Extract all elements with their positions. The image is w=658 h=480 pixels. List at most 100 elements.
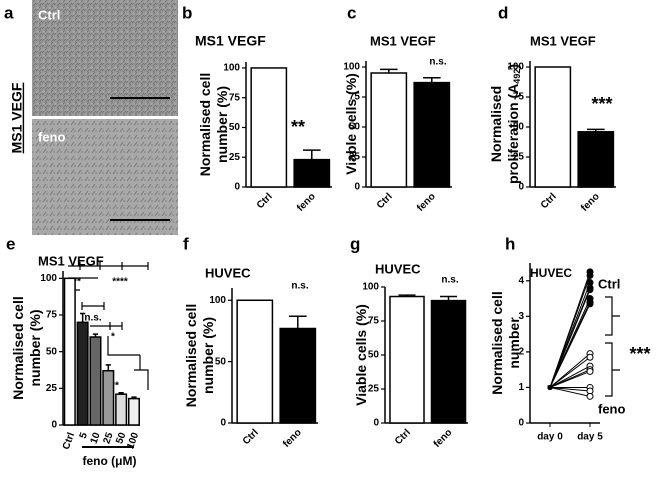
y-axis-label-line: number (%)	[200, 317, 216, 394]
x-tick-label: 5	[78, 431, 90, 440]
error-bar	[80, 312, 86, 323]
y-axis-label: Normalisedproliferation (A492)	[488, 64, 523, 184]
group-label: Ctrl	[598, 276, 620, 291]
y-tick-label: 50	[349, 122, 361, 133]
annotation: n.s.	[291, 281, 308, 292]
y-tick-label: 50	[513, 122, 525, 133]
point	[586, 353, 594, 361]
y-tick-label: 50	[46, 346, 58, 357]
panel-letter: c	[347, 3, 356, 22]
y-axis-label-line: Viable cells (%)	[353, 304, 369, 406]
chart-title: HUVEC	[375, 261, 421, 276]
pair-line	[549, 370, 591, 388]
y-tick-label: 1	[518, 382, 524, 393]
y-tick-label: 50	[215, 356, 227, 367]
annotation: n.s.	[429, 57, 446, 68]
bar	[279, 327, 317, 424]
significance-brackets	[605, 296, 620, 397]
y-axis-label-line: number (%)	[27, 310, 43, 387]
pair-line	[549, 386, 591, 397]
y-tick-label: 0	[373, 418, 379, 429]
chart-title: HUVEC	[530, 266, 572, 280]
bar	[236, 299, 274, 424]
y-axis-label-line: Normalised	[488, 86, 504, 162]
y-axis-label: Normalised cellnumber (%)	[10, 296, 43, 400]
error-bar	[422, 77, 441, 83]
annotation: n.s.	[441, 275, 458, 286]
panel-letter: f	[183, 234, 189, 253]
error-bar	[439, 295, 458, 301]
x-tick-label: feno	[281, 427, 304, 450]
y-tick-label: 25	[46, 383, 58, 394]
error-bar	[288, 315, 307, 329]
point	[586, 271, 594, 279]
error-bar	[118, 391, 124, 395]
x-tick-label: Ctrl	[61, 431, 77, 451]
x-tick-label: Ctrl	[241, 427, 261, 447]
point	[586, 367, 594, 375]
y-tick-label: 100	[362, 282, 379, 293]
y-axis-label-sub: 492	[512, 69, 522, 84]
y-tick-label: 75	[46, 310, 58, 321]
error-bar	[302, 149, 321, 160]
chart-title: MS1 VEGF	[195, 33, 266, 49]
y-axis-label: Normalised cellnumber	[489, 291, 522, 395]
y-tick-label: 0	[51, 420, 57, 431]
annotation: **	[291, 117, 305, 137]
y-axis-label: Normalised cellnumber (%)	[183, 304, 216, 408]
chart-title: HUVEC	[205, 265, 251, 280]
y-axis-label-line: number	[506, 317, 522, 369]
x-tick-label: day 0	[537, 432, 563, 443]
error-bar	[131, 396, 137, 399]
y-axis-label-tail: )	[505, 64, 521, 69]
bar	[250, 67, 288, 188]
y-axis-label-line: Viable cells (%)	[343, 73, 359, 175]
y-tick-label: 100	[343, 62, 360, 73]
y-axis-label: Viable cells (%)	[353, 304, 369, 406]
annotation: ***	[591, 94, 612, 114]
y-axis-label-line: Normalised cell	[197, 73, 213, 177]
bar	[127, 397, 140, 426]
x-tick-label: Ctrl	[539, 191, 559, 211]
y-tick-label: 100	[209, 295, 226, 306]
panel-letter: d	[498, 3, 508, 22]
image-label: feno	[38, 129, 66, 144]
y-tick-label: 3	[518, 311, 524, 322]
y-axis-label-line: proliferation (A	[505, 84, 521, 184]
error-bar	[398, 294, 416, 297]
y-axis-label: Normalised cellnumber (%)	[197, 73, 230, 177]
x-tick-label: Ctrl	[375, 191, 395, 211]
pair-line	[549, 356, 591, 388]
image-label: Ctrl	[38, 7, 60, 22]
point	[586, 286, 594, 294]
x-tick-label: feno	[432, 427, 455, 450]
pair-line	[549, 303, 591, 388]
y-tick-label: 0	[354, 182, 360, 193]
y-tick-label: 2	[518, 347, 524, 358]
x-tick-label: 100	[125, 431, 141, 451]
chart-title: MS1 VEGF	[38, 253, 104, 268]
y-tick-label: 25	[368, 384, 380, 395]
micrograph	[32, 119, 178, 235]
panel-letter: h	[505, 234, 515, 253]
annotation: *	[111, 332, 115, 343]
y-tick-label: 25	[349, 152, 361, 163]
bar	[389, 295, 425, 424]
panel-letter: a	[4, 3, 14, 22]
y-axis-label-line: Normalised cell	[10, 296, 26, 400]
group-label: feno	[598, 401, 626, 416]
x-tick-label: 10	[89, 431, 103, 446]
y-tick-label: 75	[349, 92, 361, 103]
bar	[89, 336, 102, 426]
micrograph	[32, 0, 178, 116]
error-bar	[586, 128, 605, 132]
x-tick-label: 50	[114, 431, 128, 446]
side-label: MS1 VEGF	[9, 82, 25, 153]
y-axis-label: Viable cells (%)	[343, 73, 359, 175]
bar	[413, 81, 451, 188]
y-tick-label: 4	[518, 275, 524, 286]
bar	[293, 158, 331, 188]
pair-line	[549, 289, 591, 388]
y-axis-label-line: number (%)	[214, 86, 230, 163]
